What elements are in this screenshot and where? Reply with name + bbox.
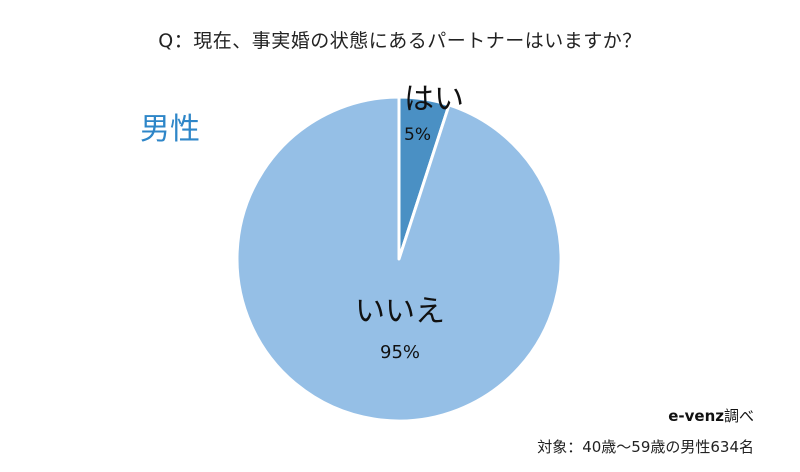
source-suffix: 調べ bbox=[723, 407, 754, 425]
slice-label-yes: はい bbox=[404, 82, 464, 117]
pie-slice-no bbox=[235, 95, 563, 423]
survey-note: 対象：40歳〜59歳の男性634名 bbox=[537, 438, 754, 456]
slice-label-no: いいえ bbox=[355, 294, 445, 329]
chart-title: Q：現在、事実婚の状態にあるパートナーはいますか？ bbox=[158, 30, 642, 52]
gender-label: 男性 bbox=[140, 112, 200, 147]
slice-value-yes: 5% bbox=[404, 125, 431, 145]
slice-value-no: 95% bbox=[380, 342, 421, 363]
source-credit: e-venz調べ bbox=[668, 405, 754, 426]
source-brand: e-venz bbox=[668, 407, 724, 425]
